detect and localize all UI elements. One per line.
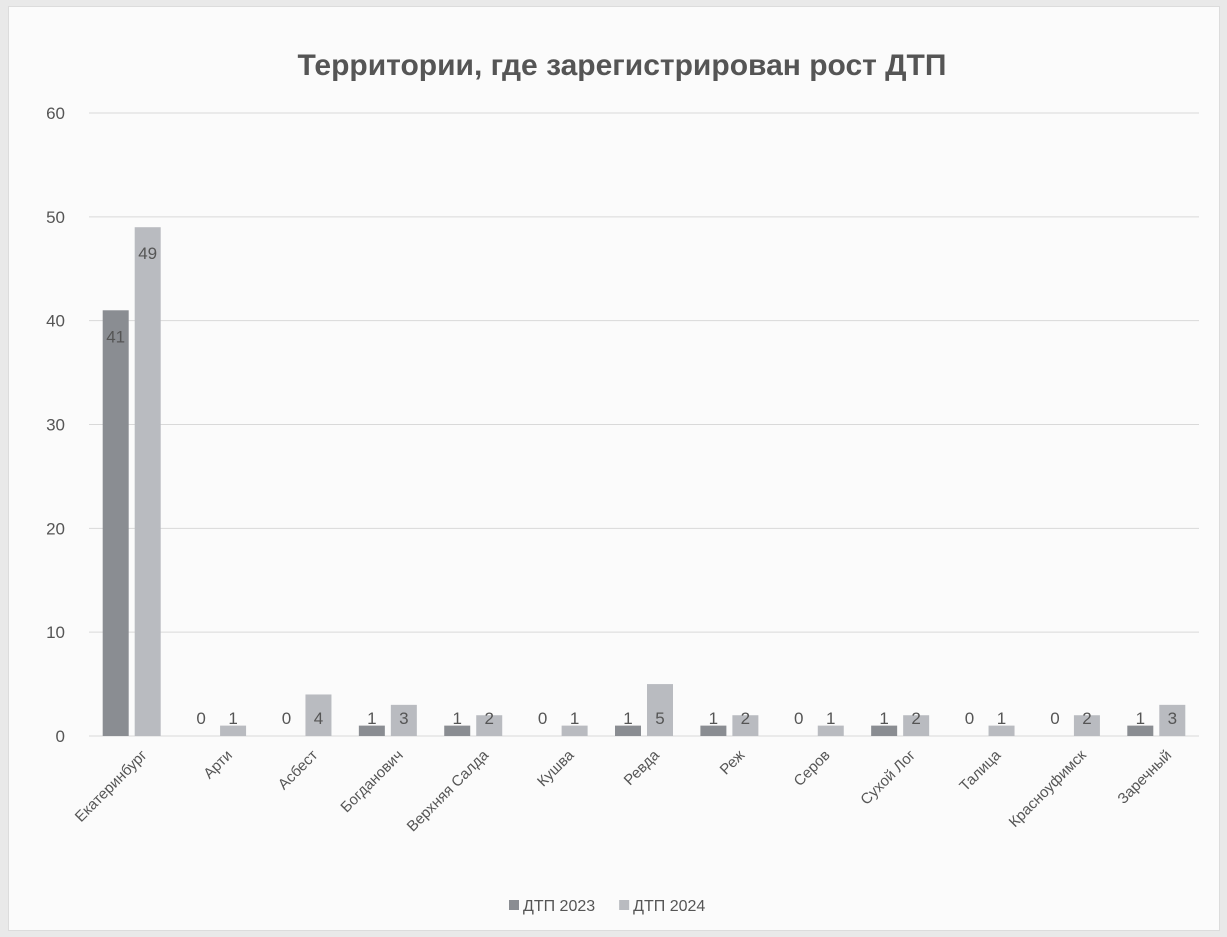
data-label: 41: [106, 327, 125, 346]
bar-2: [988, 725, 1015, 736]
data-label: 1: [879, 709, 888, 728]
x-tick-label: Кушва: [534, 746, 578, 790]
bar-2: [732, 715, 759, 736]
data-label: 0: [196, 709, 205, 728]
bar-1: [615, 725, 641, 736]
x-tick-label: Сухой Лог: [857, 746, 919, 808]
bar-2: [134, 227, 161, 736]
y-tick-label: 50: [46, 208, 65, 227]
data-label: 1: [709, 709, 718, 728]
data-label: 1: [997, 709, 1006, 728]
legend-label: ДТП 2023: [523, 898, 595, 915]
y-tick-label: 0: [56, 727, 65, 746]
data-label: 49: [138, 244, 157, 263]
data-label: 3: [399, 709, 408, 728]
x-tick-label: Богданович: [337, 747, 406, 816]
bar-2: [390, 704, 417, 736]
x-axis-ticks: Екатеринбург Арти Асбест БогдановичВерхняя …: [72, 746, 1175, 835]
data-label: 3: [1168, 709, 1177, 728]
data-label: 2: [911, 709, 920, 728]
x-tick-label: Арти: [200, 747, 236, 783]
data-label: 2: [1082, 709, 1091, 728]
data-label: 0: [794, 709, 803, 728]
bar-1: [871, 725, 898, 736]
bar-1: [102, 310, 129, 736]
bar-1: [700, 725, 727, 736]
bar-2: [903, 715, 930, 736]
y-tick-label: 60: [46, 104, 65, 123]
data-label: 1: [452, 709, 461, 728]
data-label: 1: [367, 709, 376, 728]
data-label: 0: [282, 709, 291, 728]
x-tick-label: Реж: [717, 747, 749, 779]
data-label: 4: [314, 709, 323, 728]
bar-2: [476, 715, 503, 736]
bar-2: [305, 694, 332, 736]
bar-2: [817, 725, 844, 736]
y-tick-label: 30: [46, 416, 65, 435]
y-tick-label: 20: [46, 519, 65, 538]
data-label: 1: [228, 709, 237, 728]
x-tick-label: Екатеринбург: [72, 746, 151, 825]
y-axis-ticks: 0 10 20 30 40 50 60: [46, 104, 65, 746]
bar-2: [220, 725, 247, 736]
x-tick-label: Красноуфимск: [1006, 747, 1090, 831]
bar-2: [561, 725, 588, 736]
x-tick-label: Ревда: [621, 746, 664, 789]
x-tick-label: Талица: [956, 746, 1004, 794]
y-tick-label: 40: [46, 312, 65, 331]
data-label: 0: [965, 709, 974, 728]
legend-swatch: [619, 900, 630, 910]
x-tick-label: Серов: [791, 747, 834, 790]
chart-title: Территории, где зарегистрирован рост ДТП: [298, 49, 947, 82]
bar-2: [647, 684, 673, 736]
data-label: 2: [741, 709, 750, 728]
legend: ДТП 2023 ДТП 2024: [509, 898, 705, 915]
bar-1: [444, 725, 471, 736]
bar-chart: Территории, где зарегистрирован рост ДТП…: [46, 49, 1199, 915]
data-label: 2: [484, 709, 493, 728]
bars: [102, 227, 1186, 736]
data-label: 1: [570, 709, 579, 728]
bar-2: [1159, 704, 1186, 736]
data-label: 0: [538, 709, 547, 728]
data-label: 1: [826, 709, 835, 728]
data-label: 0: [1050, 709, 1059, 728]
chart-frame: Территории, где зарегистрирован рост ДТП…: [8, 6, 1220, 931]
x-tick-label: Верхняя Салда: [404, 746, 493, 835]
y-tick-label: 10: [46, 623, 65, 642]
data-label: 1: [623, 709, 632, 728]
data-label: 1: [1136, 709, 1145, 728]
legend-label: ДТП 2024: [633, 898, 705, 915]
data-label: 5: [655, 709, 664, 728]
bar-1: [358, 725, 385, 736]
x-tick-label: Заречный: [1114, 747, 1175, 808]
gridlines: [89, 112, 1199, 737]
bar-2: [1073, 715, 1100, 736]
legend-swatch: [509, 900, 519, 910]
bar-1: [1127, 725, 1154, 736]
x-tick-label: Асбест: [275, 747, 322, 794]
